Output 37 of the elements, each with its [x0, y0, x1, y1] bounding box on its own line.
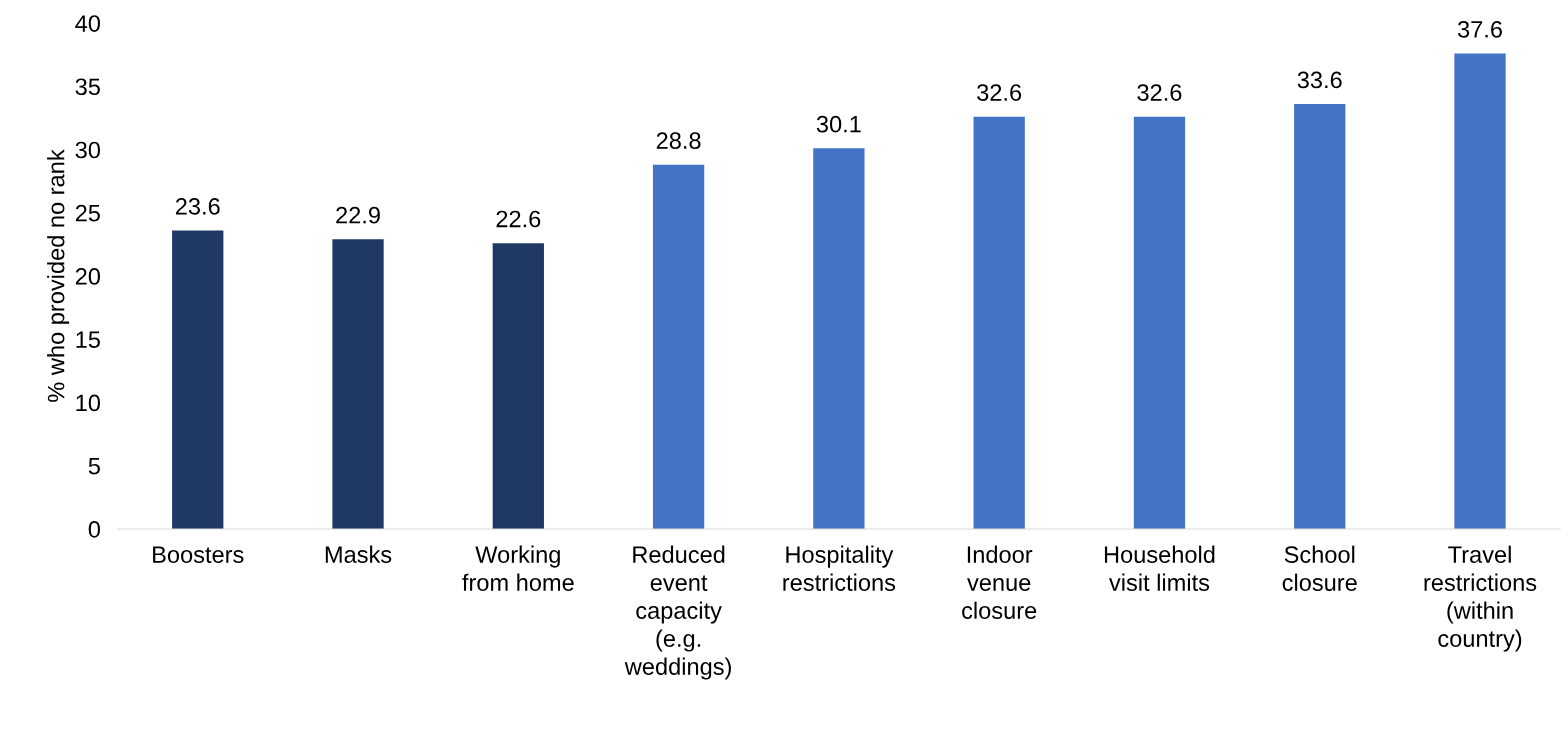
- x-tick-label: Travel restrictions (within country): [1424, 545, 1537, 652]
- bar: [813, 148, 865, 529]
- bar: [973, 116, 1025, 529]
- x-tick-label: School closure: [1282, 545, 1357, 591]
- y-tick-label: 40: [75, 15, 101, 32]
- y-axis-title: % who provided no rank: [47, 149, 70, 402]
- bar: [1294, 104, 1346, 529]
- bar: [172, 230, 224, 529]
- data-label: 37.6: [1457, 20, 1502, 38]
- x-tick-label: Indoor venue closure: [962, 545, 1037, 619]
- y-tick-label: 30: [75, 141, 101, 159]
- x-tick-label: Masks: [325, 545, 392, 563]
- x-tick-label: Working from home: [462, 545, 574, 591]
- x-tick-label: Household visit limits: [1104, 545, 1215, 591]
- y-tick-label: 10: [76, 394, 101, 412]
- bar: [652, 164, 705, 529]
- data-label: 33.6: [1297, 71, 1342, 89]
- x-tick-label: Reduced event capacity (e.g. weddings): [624, 545, 731, 680]
- bar: [332, 239, 384, 529]
- bar: [1133, 116, 1186, 529]
- data-label: 30.1: [816, 115, 861, 133]
- data-label: 32.6: [1137, 84, 1182, 101]
- y-tick-label: 35: [75, 78, 100, 96]
- y-tick-label: 5: [88, 458, 100, 475]
- data-label: 23.6: [175, 198, 220, 215]
- data-label: 22.6: [496, 210, 541, 228]
- x-tick-label: Hospitality restrictions: [783, 545, 896, 591]
- y-tick-label: 20: [75, 268, 101, 285]
- data-label: 28.8: [656, 132, 701, 149]
- x-tick-label: Boosters: [153, 546, 244, 563]
- bar: [1454, 53, 1506, 529]
- y-tick-label: 0: [88, 521, 101, 538]
- data-label: 22.9: [336, 206, 380, 224]
- data-label: 32.6: [977, 84, 1022, 101]
- y-tick-label: 15: [76, 331, 100, 349]
- bar: [492, 243, 544, 529]
- y-tick-label: 25: [75, 204, 100, 222]
